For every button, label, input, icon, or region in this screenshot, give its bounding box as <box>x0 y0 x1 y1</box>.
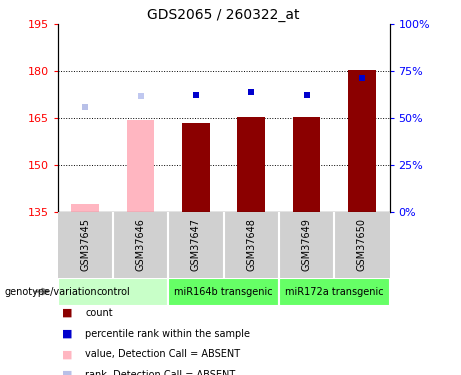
Text: percentile rank within the sample: percentile rank within the sample <box>85 329 250 339</box>
Text: ■: ■ <box>62 329 73 339</box>
Bar <box>182 123 210 212</box>
Text: miR164b transgenic: miR164b transgenic <box>174 286 273 297</box>
Text: GSM37646: GSM37646 <box>136 218 146 271</box>
Bar <box>348 70 376 212</box>
Text: GSM37649: GSM37649 <box>301 218 312 271</box>
Text: rank, Detection Call = ABSENT: rank, Detection Call = ABSENT <box>85 370 236 375</box>
Text: GSM37645: GSM37645 <box>80 218 90 271</box>
Text: count: count <box>85 308 113 318</box>
Title: GDS2065 / 260322_at: GDS2065 / 260322_at <box>148 8 300 22</box>
Text: GSM37650: GSM37650 <box>357 218 367 271</box>
Bar <box>58 278 168 306</box>
Bar <box>279 278 390 306</box>
Text: ■: ■ <box>62 350 73 359</box>
Bar <box>71 204 99 212</box>
Text: GSM37648: GSM37648 <box>246 218 256 271</box>
Bar <box>127 120 154 212</box>
Text: genotype/variation: genotype/variation <box>5 286 97 297</box>
Text: GSM37647: GSM37647 <box>191 218 201 271</box>
Bar <box>293 117 320 212</box>
Text: ■: ■ <box>62 308 73 318</box>
Text: value, Detection Call = ABSENT: value, Detection Call = ABSENT <box>85 350 240 359</box>
Bar <box>237 117 265 212</box>
Bar <box>168 278 279 306</box>
Text: ■: ■ <box>62 370 73 375</box>
Text: miR172a transgenic: miR172a transgenic <box>285 286 384 297</box>
Text: control: control <box>96 286 130 297</box>
